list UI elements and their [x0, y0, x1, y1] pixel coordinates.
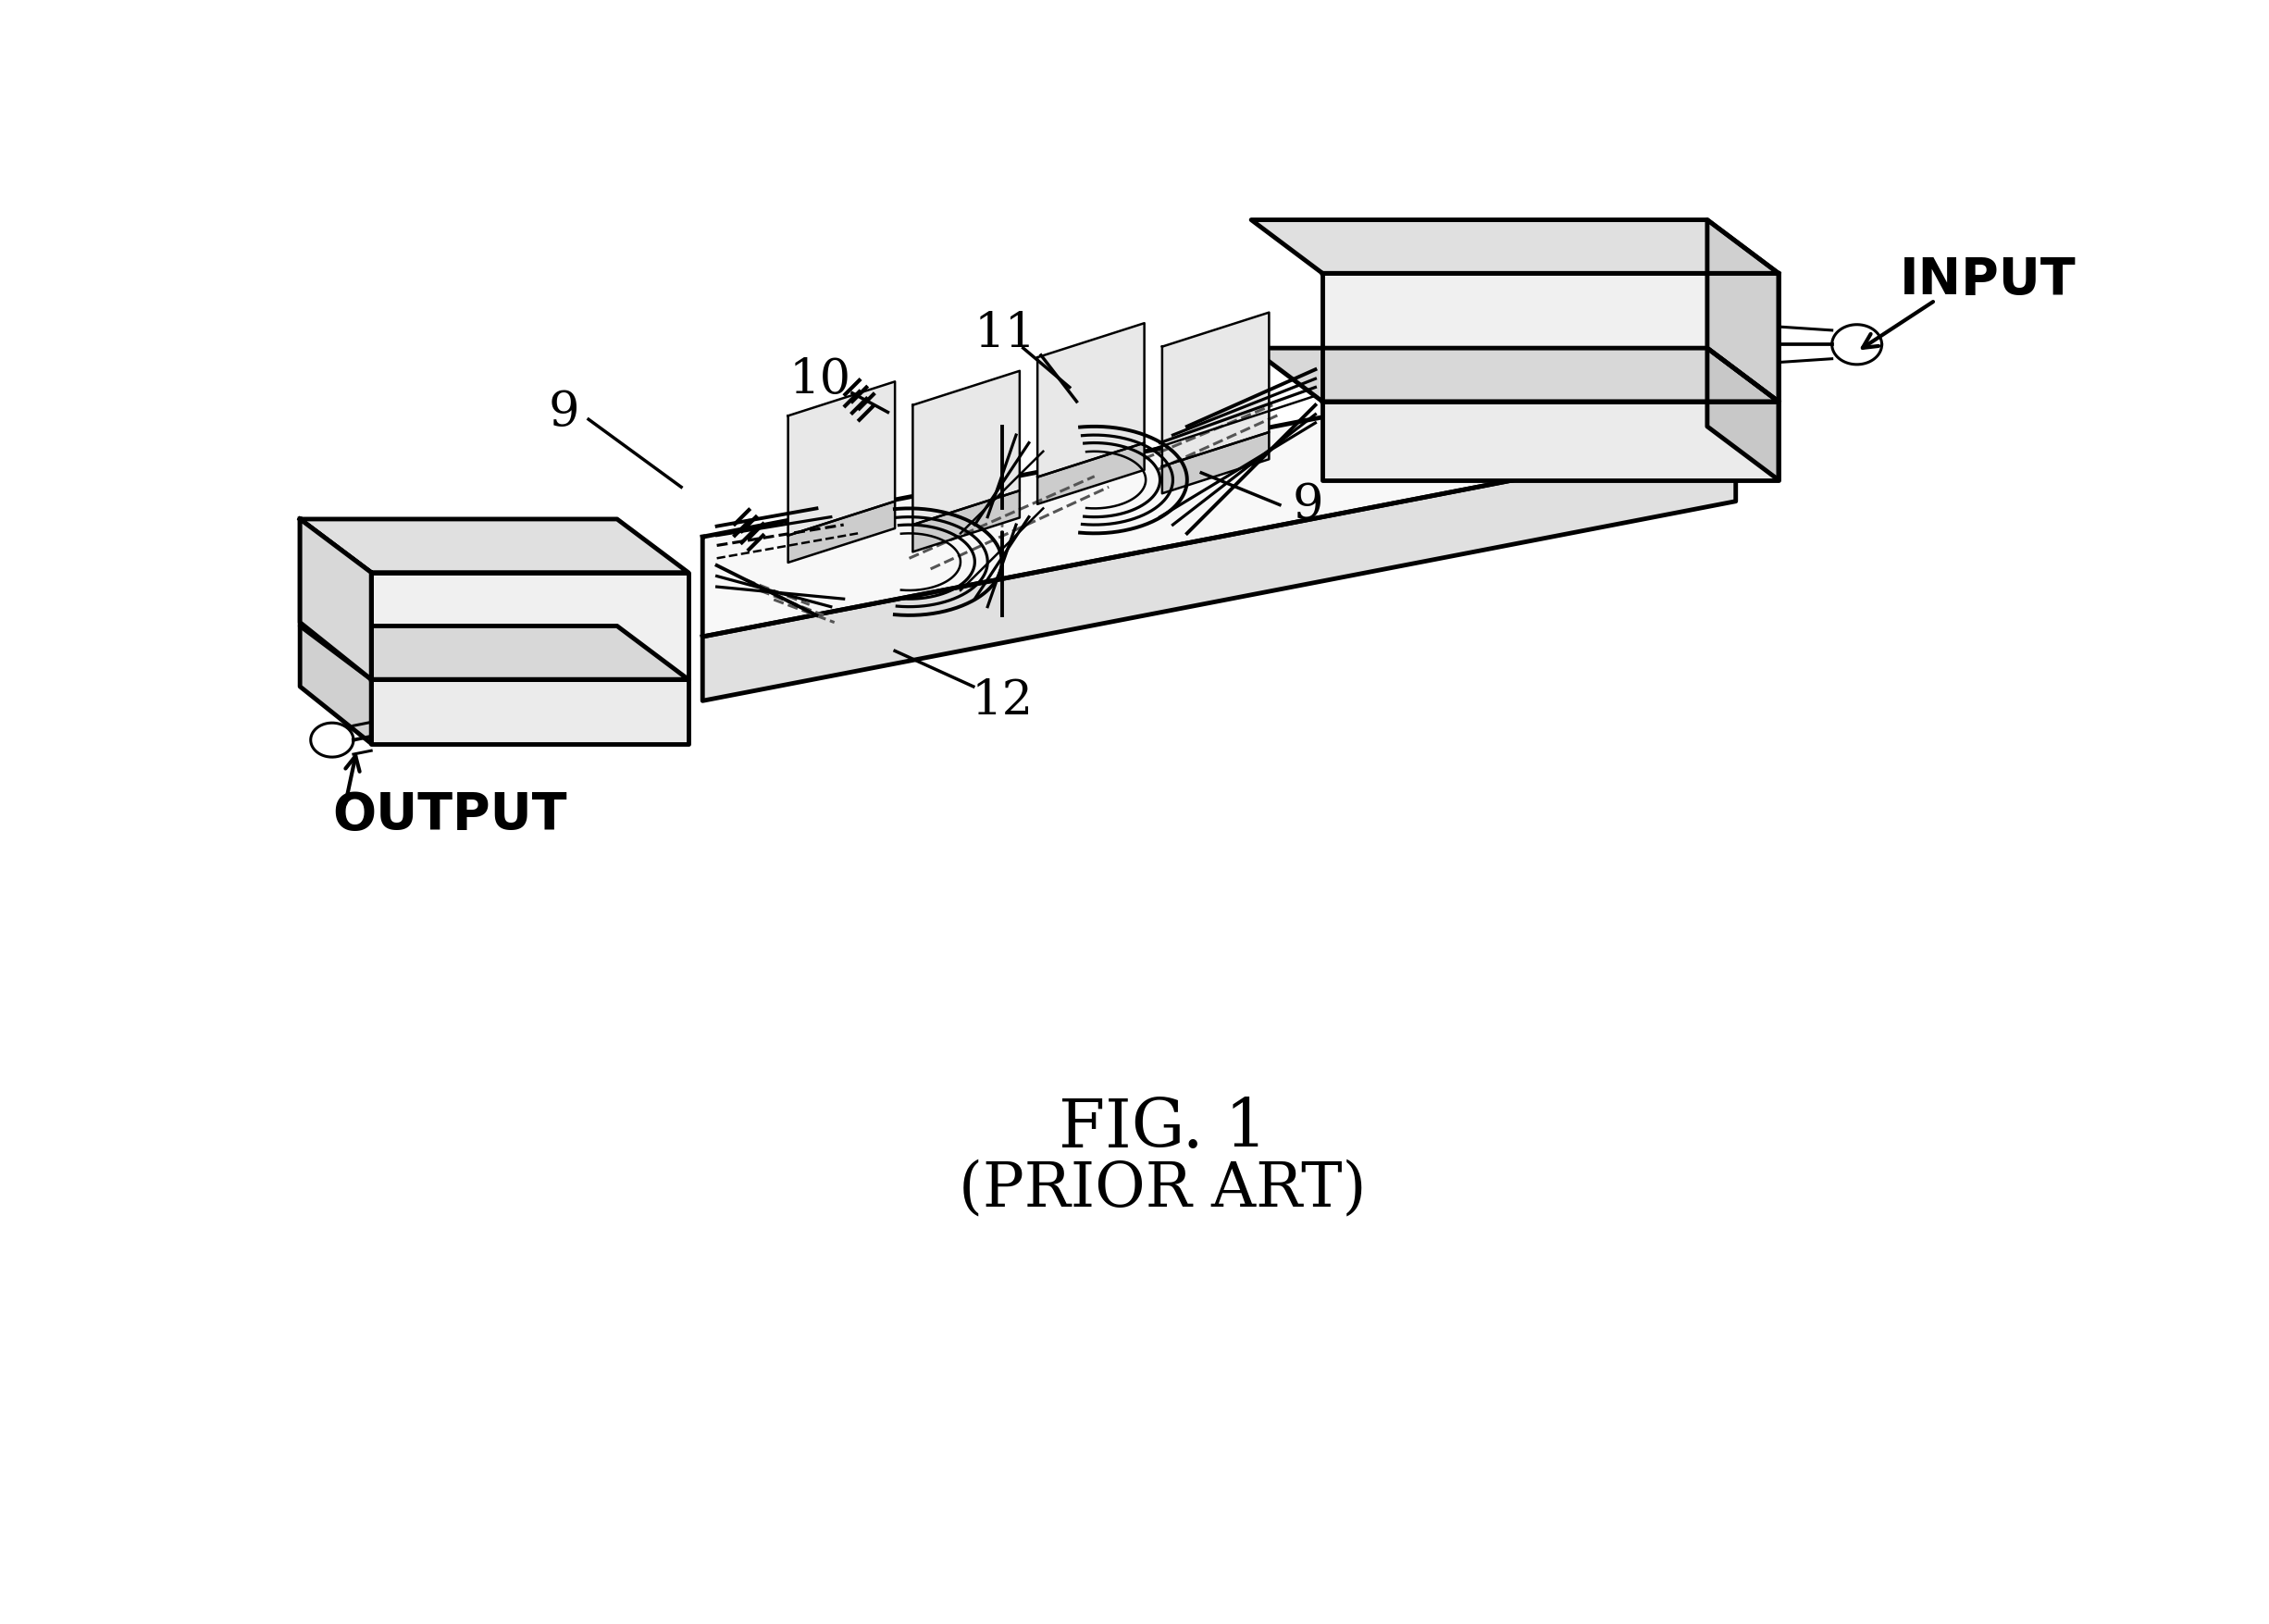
Text: INPUT: INPUT	[1899, 255, 2076, 305]
Polygon shape	[300, 520, 372, 744]
Polygon shape	[300, 625, 688, 679]
Polygon shape	[372, 679, 688, 744]
Polygon shape	[787, 502, 894, 562]
Polygon shape	[1162, 312, 1268, 466]
Polygon shape	[372, 573, 688, 679]
Polygon shape	[912, 490, 1019, 552]
Text: 10: 10	[790, 357, 851, 404]
Polygon shape	[703, 437, 1736, 702]
Polygon shape	[311, 723, 354, 757]
Text: 9: 9	[549, 388, 579, 435]
Polygon shape	[1037, 323, 1144, 477]
Polygon shape	[1250, 219, 1779, 273]
Text: FIG. 1: FIG. 1	[1060, 1096, 1266, 1161]
Polygon shape	[1323, 401, 1779, 479]
Polygon shape	[1706, 219, 1779, 401]
Polygon shape	[300, 520, 372, 679]
Polygon shape	[300, 520, 688, 573]
Polygon shape	[912, 370, 1019, 525]
Text: 9: 9	[1293, 481, 1323, 528]
Polygon shape	[1706, 348, 1779, 479]
Text: 12: 12	[971, 677, 1032, 724]
Polygon shape	[1323, 273, 1779, 401]
Polygon shape	[1250, 348, 1779, 401]
Polygon shape	[703, 338, 1736, 637]
Polygon shape	[1037, 443, 1144, 503]
Text: 11: 11	[973, 310, 1037, 357]
Polygon shape	[787, 382, 894, 536]
Text: (PRIOR ART): (PRIOR ART)	[960, 1158, 1366, 1220]
Polygon shape	[1162, 432, 1268, 494]
Text: OUTPUT: OUTPUT	[331, 789, 567, 840]
Polygon shape	[1831, 325, 1881, 364]
